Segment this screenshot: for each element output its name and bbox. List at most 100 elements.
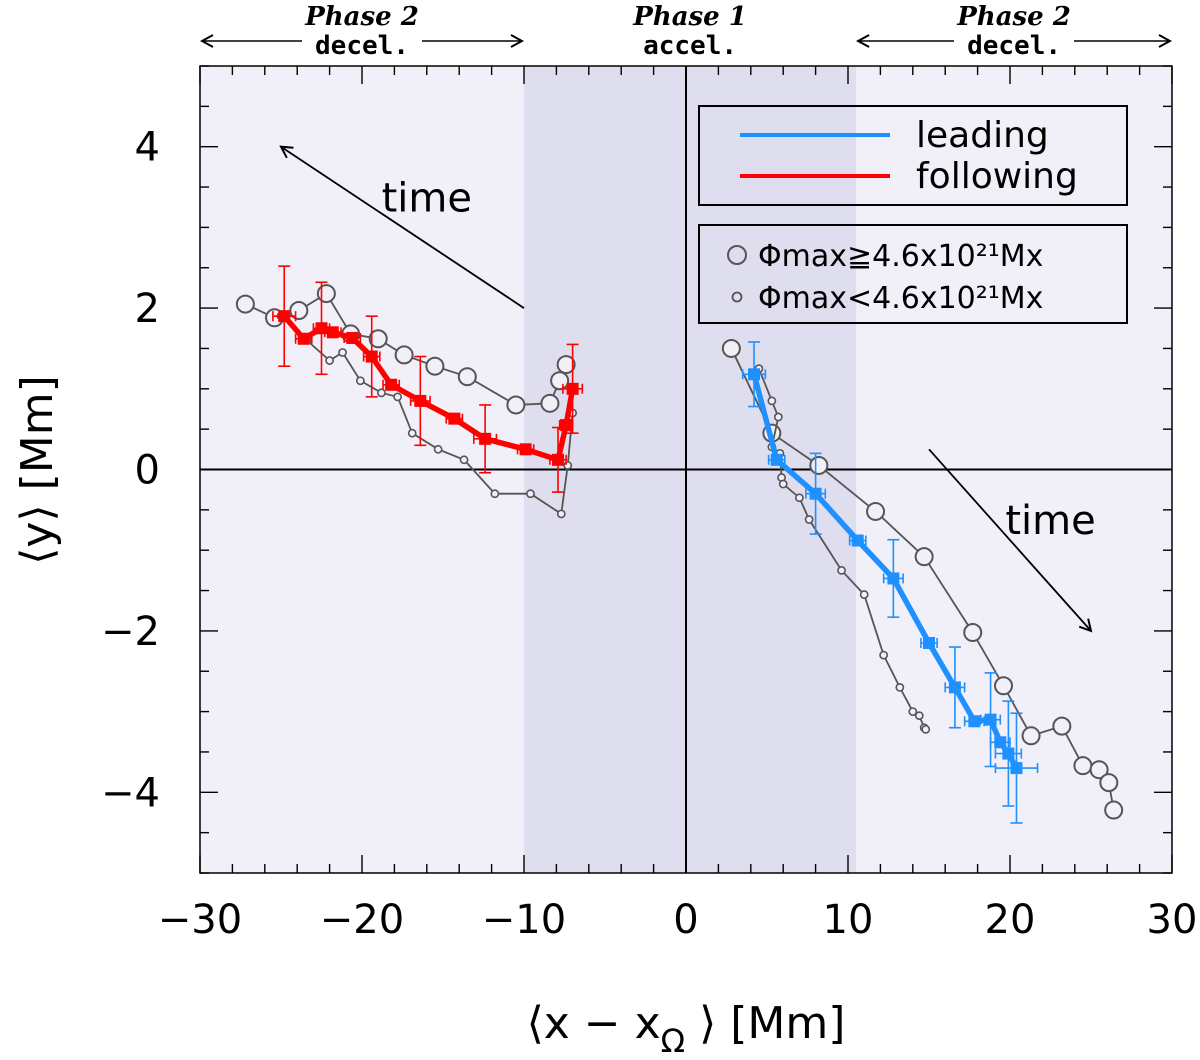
leading-point — [1002, 747, 1015, 760]
phase-name-label: Phase 1 — [632, 2, 747, 32]
y-tick-label: −2 — [101, 609, 160, 655]
small-circle-point — [895, 682, 905, 692]
small-circle-point — [804, 515, 814, 524]
y-tick-label: 4 — [135, 125, 160, 171]
large-circle-point — [457, 367, 477, 387]
following-point — [365, 350, 378, 363]
legend-leading-label: leading — [916, 115, 1049, 156]
leading-point — [748, 368, 761, 381]
leading-point — [1010, 762, 1023, 775]
legend-large-circle-label: Φmax≧4.6x10²¹Mx — [758, 239, 1043, 274]
small-circle-point — [377, 388, 386, 398]
large-circle-point — [506, 395, 526, 415]
small-circle-point — [355, 376, 365, 386]
following-point — [297, 332, 310, 345]
small-circle-point — [393, 392, 403, 402]
small-circle-point — [879, 650, 889, 660]
small-circle-point — [433, 444, 443, 454]
leading-point — [984, 713, 997, 726]
small-circle-point — [526, 489, 535, 499]
large-circle-point — [809, 455, 829, 475]
leading-point — [948, 681, 961, 694]
phase-sub-label: decel. — [315, 31, 409, 61]
large-circle-point — [963, 623, 983, 643]
leading-point — [887, 572, 900, 585]
phase-name-label: Phase 2 — [304, 2, 419, 32]
x-axis-title-main: ⟨x − x — [527, 998, 661, 1049]
large-circle-point — [368, 329, 388, 349]
large-circle-point — [394, 345, 414, 365]
x-axis-title-sub: Ω — [661, 1022, 685, 1060]
large-circle-point — [289, 301, 309, 321]
leading-point — [923, 637, 935, 650]
large-circle-point — [540, 393, 560, 413]
following-point — [448, 412, 461, 425]
legend-large-circle-marker — [727, 245, 747, 265]
small-circle-point — [459, 455, 469, 465]
following-point — [552, 453, 565, 466]
following-point — [278, 310, 291, 323]
following-point — [414, 394, 427, 407]
leading-point — [851, 534, 864, 547]
large-circle-point — [994, 676, 1014, 696]
large-circle-point — [1104, 800, 1124, 820]
small-circle-point — [795, 493, 804, 503]
large-circle-point — [866, 501, 886, 521]
large-circle-point — [1073, 756, 1093, 776]
large-circle-point — [316, 284, 336, 304]
large-circle-point — [550, 371, 570, 391]
legend-markers-box — [698, 224, 1128, 324]
phase-sub-label: decel. — [967, 31, 1061, 61]
time-label: time — [1005, 498, 1095, 544]
following-point — [519, 443, 532, 456]
time-label: time — [382, 175, 472, 221]
time-arrow — [281, 147, 525, 309]
small-circle-point — [325, 356, 334, 365]
phase-sub-label: accel. — [643, 31, 737, 61]
legend-following-label: following — [916, 156, 1078, 197]
following-point — [315, 322, 328, 335]
following-point — [560, 419, 573, 432]
x-tick-label: −10 — [482, 897, 566, 943]
small-circle-point — [556, 509, 566, 519]
large-circle-point — [425, 356, 445, 376]
x-tick-label: 20 — [985, 897, 1036, 943]
small-circle-point — [837, 565, 846, 575]
time-arrow — [928, 448, 1091, 631]
small-circle-point — [921, 724, 931, 734]
legend-small-circle-label: Φmax<4.6x10²¹Mx — [758, 281, 1043, 316]
x-tick-label: 0 — [673, 897, 698, 943]
small-circle-point — [407, 428, 417, 438]
phase-name-label: Phase 2 — [956, 2, 1071, 32]
annotations: time time — [281, 147, 1096, 631]
y-tick-label: 0 — [135, 448, 160, 494]
small-circle-point — [914, 711, 924, 721]
leading-point — [994, 736, 1007, 749]
small-circle-point — [338, 348, 347, 357]
legend-series-box — [698, 105, 1128, 206]
small-circle-point — [767, 396, 777, 406]
x-tick-label: −20 — [320, 897, 404, 943]
following-point — [385, 378, 398, 391]
x-tick-label: 30 — [1147, 897, 1198, 943]
large-circle-point — [1089, 760, 1109, 780]
small-circle-point — [773, 412, 783, 422]
x-tick-label: −30 — [158, 897, 242, 943]
y-tick-label: 2 — [135, 286, 160, 332]
large-circle-point — [1099, 773, 1119, 793]
leading-point — [770, 453, 783, 466]
legend-small-circle-marker — [731, 291, 743, 303]
large-circle-point — [556, 355, 576, 375]
large-circle-point — [914, 547, 934, 567]
legend-markers: Φmax≧4.6x10²¹Mx Φmax<4.6x10²¹Mx — [698, 224, 1128, 324]
small-circle-point — [778, 479, 788, 489]
leading-point — [809, 487, 822, 500]
data-layer — [235, 265, 1124, 824]
small-circle-point — [859, 590, 869, 599]
y-tick-label: −4 — [101, 770, 160, 816]
x-axis-title-tail: ⟩ [Mm] — [699, 998, 845, 1049]
x-tick-label: 10 — [823, 897, 874, 943]
